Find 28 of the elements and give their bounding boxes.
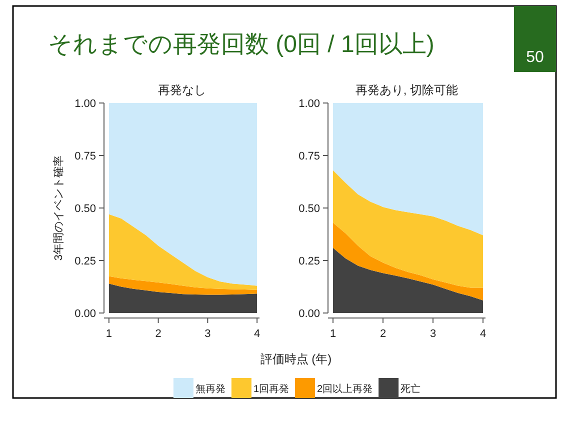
- x-tick-label: 4: [480, 328, 486, 340]
- legend-label: 1回再発: [253, 384, 289, 395]
- y-tick-label: 0.75: [298, 150, 320, 162]
- legend-label: 2回以上再発: [317, 383, 373, 395]
- y-tick-label: 0.00: [74, 308, 96, 320]
- chart-title: 再発あり, 切除可能: [355, 83, 458, 97]
- x-tick-label: 1: [330, 328, 336, 340]
- y-tick-label: 0.75: [74, 150, 96, 162]
- x-tick-label: 2: [380, 328, 386, 340]
- y-axis-title: 3年間のイベント確率: [52, 155, 65, 261]
- y-tick-label: 0.25: [298, 256, 320, 268]
- y-tick-label: 1.00: [298, 98, 320, 110]
- y-tick-label: 0.00: [298, 308, 320, 320]
- text: それまでの再発回数 (0回 / 1回以上): [48, 31, 434, 58]
- x-tick-label: 3: [430, 328, 436, 340]
- text: 50: [526, 49, 544, 66]
- y-tick-label: 0.25: [74, 256, 96, 268]
- legend-label: 死亡: [400, 383, 421, 395]
- x-tick-label: 1: [106, 328, 112, 340]
- y-tick-label: 0.50: [74, 203, 96, 215]
- legend-label: 無再発: [195, 383, 226, 395]
- y-tick-label: 1.00: [74, 98, 96, 110]
- x-tick-label: 4: [254, 328, 260, 340]
- y-tick-label: 0.50: [298, 203, 320, 215]
- chart-title: 再発なし: [158, 83, 206, 97]
- x-axis-title: 評価時点 (年): [260, 352, 332, 366]
- x-tick-label: 2: [155, 328, 162, 340]
- x-tick-label: 3: [204, 328, 211, 340]
